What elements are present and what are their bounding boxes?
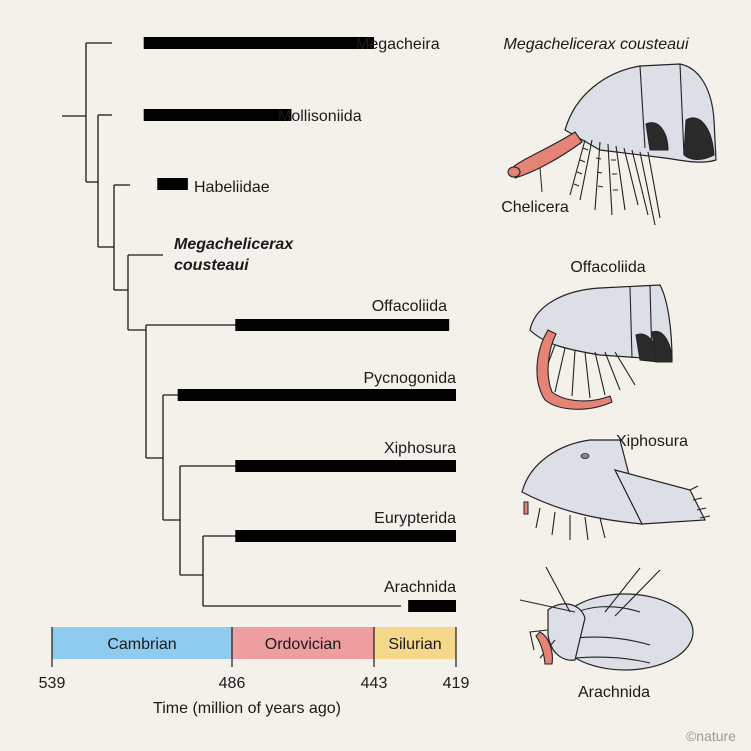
offacoliida-illustration <box>529 284 673 410</box>
taxon-label-arachnida: Arachnida <box>384 579 456 596</box>
taxon-label-megacheira: Megacheira <box>356 36 440 53</box>
range-bar-pycnogonida <box>177 389 456 401</box>
taxon-label-xiphosura: Xiphosura <box>384 440 456 457</box>
taxon-label-megachelicerax-line2: cousteaui <box>174 257 249 274</box>
taxon-label-eurypterida: Eurypterida <box>374 510 456 527</box>
period-ordovician <box>232 627 374 659</box>
tick-label-486: 486 <box>219 675 246 692</box>
taxon-label-mollisoniida: Mollisoniida <box>278 108 362 125</box>
illustration-label-arachnida: Arachnida <box>578 684 650 701</box>
period-silurian <box>374 627 456 659</box>
tick-label-419: 419 <box>443 675 470 692</box>
taxon-labels: Megacheira Mollisoniida Habeliidae Megac… <box>174 36 456 596</box>
illustration-label-xiphosura: Xiphosura <box>616 433 688 450</box>
taxon-label-megachelicerax-line1: Megachelicerax <box>174 236 294 253</box>
range-bar-megacheira <box>143 37 374 49</box>
period-label-silurian: Silurian <box>388 636 441 653</box>
xiphosura-illustration <box>521 439 711 541</box>
illustrations: Megachelicerax cousteaui Chelicera Offac… <box>501 36 717 701</box>
illustration-title-megachelicerax: Megachelicerax cousteaui <box>504 36 689 53</box>
tick-label-443: 443 <box>361 675 388 692</box>
taxon-label-habeliidae: Habeliidae <box>194 179 270 196</box>
megachelicerax-legs <box>569 139 661 226</box>
range-bar-arachnida <box>408 600 456 612</box>
taxon-label-pycnogonida: Pycnogonida <box>363 370 456 387</box>
tick-label-539: 539 <box>39 675 66 692</box>
range-bar-xiphosura <box>235 460 456 472</box>
range-bar-mollisoniida <box>143 109 292 121</box>
range-bars <box>143 37 456 612</box>
range-bar-eurypterida <box>235 530 456 542</box>
axis-label: Time (million of years ago) <box>153 700 341 717</box>
megachelicerax-illustration <box>507 63 717 226</box>
illustration-label-offacoliida: Offacoliida <box>570 259 645 276</box>
taxon-label-offacoliida: Offacoliida <box>372 298 447 315</box>
period-label-ordovician: Ordovician <box>265 636 341 653</box>
chelicera-label: Chelicera <box>501 199 569 216</box>
period-cambrian <box>52 627 232 659</box>
timescale: Cambrian Ordovician Silurian 539 486 443… <box>39 627 470 717</box>
range-bar-habeliidae <box>157 178 188 190</box>
tree-branches <box>62 42 401 607</box>
arachnida-illustration <box>519 566 694 671</box>
range-bar-offacoliida <box>235 319 450 331</box>
credit-text: ©nature <box>686 728 736 744</box>
period-label-cambrian: Cambrian <box>107 636 176 653</box>
